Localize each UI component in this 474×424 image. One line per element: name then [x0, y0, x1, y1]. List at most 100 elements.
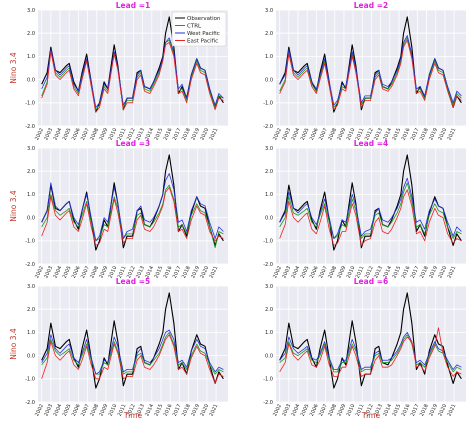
x-tick-label: 2002 [272, 265, 283, 279]
x-tick-label: 2019 [428, 265, 439, 279]
y-tick-label: 2.0 [265, 31, 273, 37]
x-tick-label: 2010 [108, 127, 119, 141]
x-tick-label: 2018 [181, 403, 192, 417]
y-tick-label: -1.0 [263, 239, 273, 245]
x-tick-label: 2010 [346, 403, 357, 417]
y-tick-label: 1.0 [265, 54, 273, 60]
x-tick-label: 2002 [34, 403, 45, 417]
series-line-west-pacific [41, 173, 224, 242]
x-tick-label: 2018 [419, 127, 430, 141]
plot-area [276, 286, 466, 402]
x-tick-label: 2014 [382, 265, 393, 279]
y-tick-label: 2.0 [265, 169, 273, 175]
x-tick-label: 2015 [153, 403, 164, 417]
panel-lead-6: 3.0 2.0 1.0 0.0 -1.0 -2.020022003200420052006… [263, 277, 466, 420]
x-tick-label: 2015 [391, 127, 402, 141]
x-tick-label: 2018 [181, 127, 192, 141]
x-tick-label: 2017 [172, 403, 183, 417]
x-tick-label: 2020 [199, 265, 210, 279]
x-tick-label: 2014 [144, 403, 155, 417]
y-tick-label: 3.0 [265, 284, 273, 290]
series-line-ctrl [41, 39, 224, 111]
y-tick-label: -1.0 [25, 101, 35, 107]
x-tick-label: 2014 [382, 127, 393, 141]
series-line-ctrl [279, 334, 462, 373]
y-tick-label: -1.0 [263, 101, 273, 107]
x-tick-label: 2007 [318, 265, 329, 279]
x-tick-label: 2019 [190, 403, 201, 417]
x-tick-label: 2008 [89, 127, 100, 141]
y-tick-label: 3.0 [265, 8, 273, 14]
y-tick-label: 2.0 [265, 307, 273, 313]
x-tick-label: 2013 [373, 403, 384, 417]
x-tick-label: 2016 [401, 403, 412, 417]
x-tick-label: 2003 [43, 403, 54, 417]
x-tick-label: 2003 [43, 127, 54, 141]
x-tick-label: 2012 [364, 127, 375, 141]
x-tick-label: 2008 [89, 403, 100, 417]
x-tick-label: 2020 [199, 403, 210, 417]
series-line-east-pacific [41, 334, 224, 384]
x-tick-label: 2009 [98, 403, 109, 417]
series-line-west-pacific [41, 329, 224, 375]
y-tick-label: 3.0 [27, 146, 35, 152]
panel-lead-3: 3.0 2.0 1.0 0.0 -1.0 -2.020022003200420052006… [9, 139, 228, 279]
x-tick-label: 2014 [144, 265, 155, 279]
panel-title: Lead =3 [116, 139, 150, 148]
y-tick-label: 1.0 [27, 192, 35, 198]
y-tick-label: -2.0 [263, 262, 273, 268]
x-tick-label: 2018 [181, 265, 192, 279]
x-tick-label: 2016 [163, 403, 174, 417]
series-line-ctrl [41, 332, 224, 375]
x-tick-label: 2020 [437, 127, 448, 141]
x-tick-label: 2005 [300, 403, 311, 417]
panel-lead-4: 3.0 2.0 1.0 0.0 -1.0 -2.020022003200420052006… [263, 139, 466, 279]
x-tick-label: 2002 [34, 127, 45, 141]
x-tick-label: 2006 [71, 403, 82, 417]
x-tick-label: 2004 [53, 403, 64, 417]
x-tick-label: 2017 [410, 265, 421, 279]
plot-area [38, 286, 228, 402]
y-tick-label: 3.0 [27, 8, 35, 14]
x-tick-label: 2008 [327, 265, 338, 279]
series-line-east-pacific [279, 189, 462, 246]
x-tick-label: 2008 [327, 403, 338, 417]
panel-title: Lead =2 [354, 1, 388, 10]
x-tick-label: 2009 [98, 127, 109, 141]
x-tick-label: 2021 [209, 265, 220, 279]
panel-title: Lead =4 [354, 139, 388, 148]
y-tick-label: 0.0 [265, 353, 273, 359]
x-tick-label: 2007 [80, 403, 91, 417]
x-tick-label: 2010 [108, 403, 119, 417]
y-tick-label: 2.0 [27, 307, 35, 313]
legend-entry: East Pacific [187, 39, 218, 45]
series-line-ctrl [41, 184, 224, 249]
x-tick-label: 2006 [309, 127, 320, 141]
x-tick-label: 2018 [419, 265, 430, 279]
x-tick-label: 2008 [327, 127, 338, 141]
x-tick-label: 2003 [43, 265, 54, 279]
x-tick-label: 2015 [153, 265, 164, 279]
y-tick-label: 1.0 [27, 330, 35, 336]
x-tick-label: 2005 [62, 127, 73, 141]
series-line-east-pacific [279, 327, 462, 377]
x-tick-label: 2019 [190, 127, 201, 141]
x-tick-label: 2019 [428, 127, 439, 141]
x-tick-label: 2020 [437, 403, 448, 417]
series-line-ctrl [279, 182, 462, 239]
series-line-east-pacific [279, 39, 462, 111]
x-tick-label: 2016 [163, 127, 174, 141]
y-tick-label: -2.0 [25, 124, 35, 130]
legend-entry: CTRL [187, 24, 202, 30]
x-tick-label: 2002 [272, 403, 283, 417]
x-tick-label: 2013 [135, 403, 146, 417]
x-tick-label: 2005 [62, 265, 73, 279]
y-tick-label: -1.0 [25, 377, 35, 383]
x-tick-label: 2010 [346, 265, 357, 279]
series-line-west-pacific [279, 35, 462, 106]
y-tick-label: 1.0 [265, 192, 273, 198]
x-axis-label: Time [361, 411, 381, 420]
x-tick-label: 2005 [300, 127, 311, 141]
y-tick-label: 0.0 [27, 77, 35, 83]
